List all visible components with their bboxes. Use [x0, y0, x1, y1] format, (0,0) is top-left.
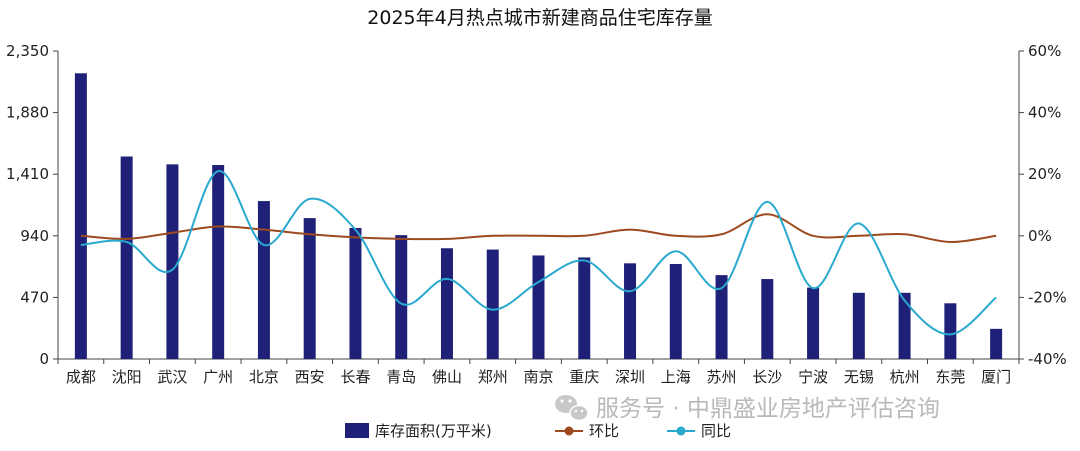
bar	[120, 156, 133, 359]
category-label: 宁波	[798, 368, 828, 386]
right-tick-label: 60%	[1028, 42, 1061, 60]
category-label: 上海	[661, 368, 691, 386]
legend-swatch-marker	[564, 426, 574, 436]
category-label: 武汉	[157, 368, 187, 386]
bar	[532, 255, 545, 359]
left-tick-label: 470	[20, 288, 49, 306]
category-label: 佛山	[432, 368, 462, 386]
category-label: 西安	[295, 368, 325, 386]
category-label: 沈阳	[112, 368, 142, 386]
bar	[74, 73, 87, 359]
legend-label: 库存面积(万平米)	[375, 422, 492, 440]
left-tick-label: 1,410	[6, 165, 49, 183]
category-label: 长沙	[752, 368, 782, 386]
category-label: 南京	[523, 368, 553, 386]
legend-swatch-bar	[345, 423, 369, 438]
bar	[303, 218, 316, 359]
category-label: 北京	[249, 368, 279, 386]
right-tick-label: 20%	[1028, 165, 1061, 183]
category-label: 长春	[340, 368, 370, 386]
right-tick-label: -40%	[1028, 350, 1067, 368]
bar	[257, 201, 270, 359]
left-tick-label: 2,350	[6, 42, 49, 60]
bar	[944, 303, 957, 359]
bar	[715, 275, 728, 359]
category-label: 青岛	[386, 368, 416, 386]
bar	[486, 249, 499, 359]
chart-title: 2025年4月热点城市新建商品住宅库存量	[367, 7, 712, 29]
wechat-icon	[555, 395, 589, 422]
bar	[807, 287, 820, 359]
bar	[898, 292, 911, 359]
bar	[761, 279, 774, 359]
legend-label: 环比	[589, 422, 619, 440]
category-label: 东莞	[935, 368, 965, 386]
category-label: 杭州	[890, 368, 920, 386]
bar-series	[74, 73, 1003, 359]
legend-label: 同比	[701, 422, 731, 440]
bar	[669, 263, 682, 359]
line-series	[80, 170, 997, 336]
category-label: 苏州	[707, 368, 737, 386]
bar	[212, 165, 225, 359]
bar	[624, 263, 637, 359]
bar	[440, 248, 453, 359]
watermark: 服务号 · 中鼎盛业房地产评估咨询	[555, 395, 940, 422]
legend: 库存面积(万平米) 环比 同比	[345, 422, 731, 440]
axes: 0 470 940 1,410 1,880 2,350 -40% -20% 0% 20% 40% 60…	[6, 42, 1067, 368]
category-label: 厦门	[981, 368, 1011, 386]
bar	[578, 257, 591, 359]
legend-swatch-marker	[676, 426, 686, 436]
category-label: 深圳	[615, 368, 645, 386]
left-tick-label: 940	[20, 227, 49, 245]
left-tick-label: 0	[39, 350, 49, 368]
right-tick-label: 0%	[1028, 227, 1052, 245]
left-tick-label: 1,880	[6, 104, 49, 122]
category-label: 广州	[203, 368, 233, 386]
watermark-text: 服务号 · 中鼎盛业房地产评估咨询	[596, 396, 940, 422]
line-yoy	[80, 170, 997, 336]
bar	[395, 235, 408, 359]
bar	[990, 328, 1003, 359]
bar	[852, 292, 865, 359]
category-label: 成都	[66, 368, 96, 386]
category-labels: 成都 沈阳 武汉 广州 北京 西安 长春 青岛 佛山 郑州 南京 重庆 深圳 上海 苏州 长沙 宁波 无锡 杭州 东莞…	[66, 368, 1011, 386]
right-tick-label: -20%	[1028, 288, 1067, 306]
bar	[166, 164, 179, 359]
right-tick-label: 40%	[1028, 104, 1061, 122]
category-label: 无锡	[844, 368, 874, 386]
category-label: 郑州	[478, 368, 508, 386]
category-label: 重庆	[569, 368, 599, 386]
bar	[349, 227, 362, 359]
